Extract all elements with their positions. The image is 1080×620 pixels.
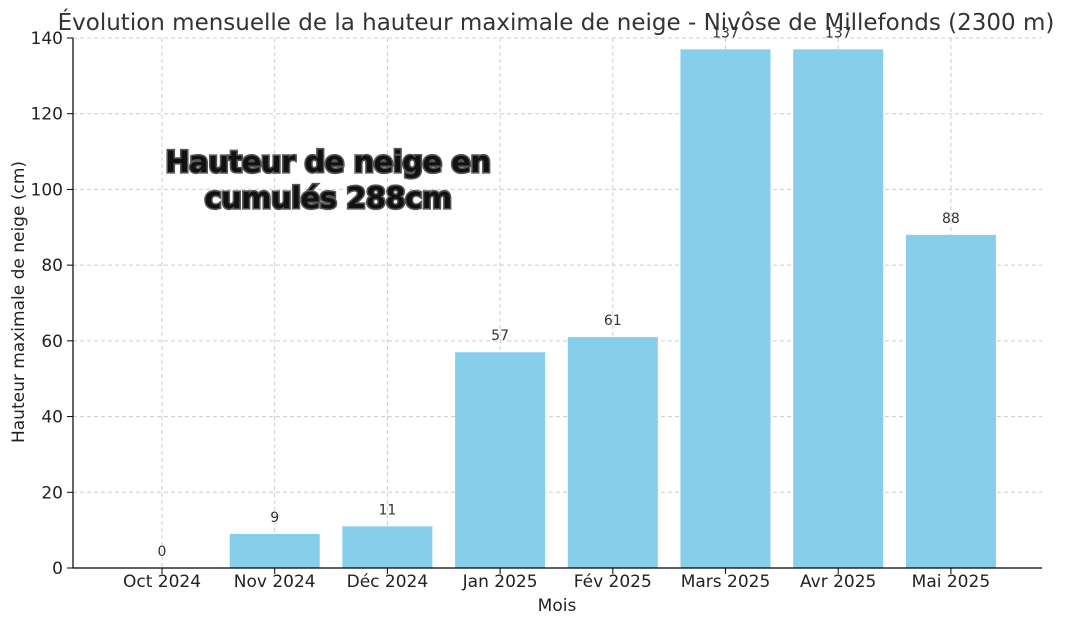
data-label: 0 [158,544,167,560]
data-label: 137 [712,25,739,41]
cumulative-snow-annotation: Hauteur de neige en cumulés 288cm [164,143,493,216]
bar-5 [680,49,771,569]
data-label: 57 [491,328,509,344]
y-axis-label: Hauteur maximale de neige (cm) [9,161,29,443]
data-label: 11 [378,502,396,518]
y-tick-label: 80 [41,256,63,276]
x-tick-label: Mars 2025 [681,572,771,592]
data-label: 9 [270,510,279,526]
data-label: 61 [604,313,622,329]
y-tick-label: 0 [52,559,63,579]
annotation-line-1: Hauteur de neige en [165,145,490,179]
x-tick-label: Nov 2024 [234,572,316,592]
bar-1 [229,533,320,568]
y-tick-label: 60 [41,332,63,352]
value-labels: 0 9 11 57 61 137 137 88 [158,25,960,560]
bar-7 [905,234,996,568]
axes [72,38,1042,569]
data-label: 137 [825,25,852,41]
bar-6 [793,49,884,569]
x-tick-label: Mai 2025 [912,572,990,592]
y-tick-label: 140 [31,29,63,49]
y-tick-label: 40 [41,408,63,428]
grid-lines [73,37,1042,569]
y-tick-label: 20 [41,483,63,503]
x-axis-label: Mois [538,596,577,616]
y-tick-label: 100 [31,180,63,200]
data-label: 88 [942,211,960,227]
x-tick-label: Fév 2025 [574,572,652,592]
bar-3 [455,352,546,568]
annotation-line-2: cumulés 288cm [204,181,451,215]
bar-2 [342,526,433,568]
y-tick-label: 120 [31,105,63,125]
bars [229,49,996,569]
chart-title: Évolution mensuelle de la hauteur maxima… [58,8,1055,36]
ticks: 0 20 40 60 80 100 120 140 Oct 2024 Nov 2024 Déc 20… [31,29,991,592]
bar-4 [567,337,658,568]
x-tick-label: Oct 2024 [123,572,201,592]
x-tick-label: Déc 2024 [347,572,429,592]
x-tick-label: Jan 2025 [462,572,538,592]
x-tick-label: Avr 2025 [800,572,876,592]
